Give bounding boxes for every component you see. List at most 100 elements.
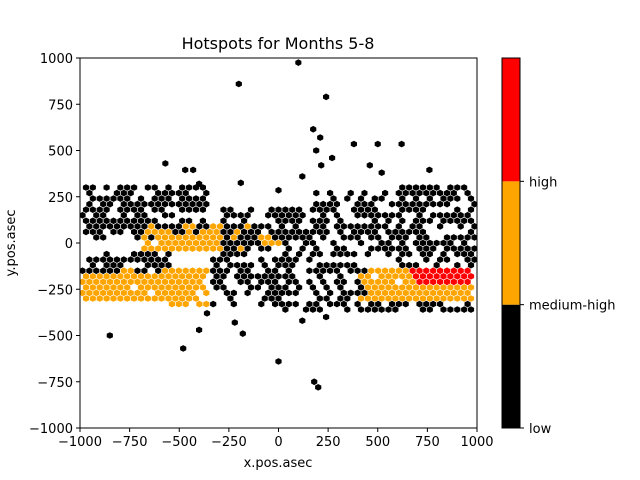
hexbin-low — [289, 228, 296, 236]
hexbin-medium-high — [406, 295, 413, 302]
hexbin-low — [368, 200, 375, 208]
hexbin-medium-high — [196, 278, 203, 286]
hexbin-low — [282, 306, 289, 313]
hexbin-low — [155, 223, 162, 230]
hexbin-low — [447, 306, 454, 313]
hexbin-low — [374, 140, 381, 148]
hexbin-low — [203, 310, 211, 317]
hexbin-medium-high — [395, 267, 402, 275]
hexbin-medium-high — [80, 278, 86, 286]
hexbin-medium-high — [409, 289, 416, 297]
hexbin-low — [443, 234, 451, 241]
hexbin-medium-high — [168, 267, 175, 275]
hexbin-low — [80, 267, 86, 275]
hexbin-medium-high — [100, 278, 107, 286]
hexbin-low — [282, 250, 289, 258]
hexbin-low — [327, 300, 334, 308]
hexbin-low — [351, 228, 358, 236]
hexbin-low — [131, 184, 138, 191]
hexbin-low — [196, 200, 203, 208]
colorbar-segment-medium-high — [502, 181, 520, 305]
hexbin-low — [244, 245, 251, 252]
hexbin-medium-high — [196, 234, 203, 241]
hexbin-low — [237, 179, 244, 187]
hexbin-low — [237, 223, 244, 230]
hexbin-low — [217, 267, 224, 275]
hexbin-high — [464, 267, 471, 275]
hexbin-low — [117, 228, 124, 236]
hexbin-low — [299, 173, 306, 180]
hexbin-low — [124, 206, 131, 213]
hexbin-low — [467, 261, 475, 269]
hexbin-low — [103, 217, 110, 225]
hexbin-medium-high — [447, 284, 454, 291]
hexbin-low — [89, 217, 96, 225]
hexbin-low — [340, 223, 347, 230]
hexbin-medium-high — [192, 273, 200, 280]
hexbin-medium-high — [86, 289, 93, 297]
hexbin-medium-high — [406, 284, 413, 291]
hexbin-low — [282, 239, 289, 247]
hexbin-low — [426, 166, 433, 174]
hexbin-medium-high — [144, 284, 151, 291]
hexbin-low — [347, 189, 354, 197]
hexbin-low — [316, 250, 323, 258]
hexbin-medium-high — [106, 278, 114, 286]
hexbin-low — [364, 228, 371, 236]
hexbin-medium-high — [375, 267, 382, 275]
hexbin-medium-high — [93, 278, 100, 286]
hexbin-low — [217, 256, 224, 263]
hexbin-low — [426, 239, 433, 247]
hexbin-low — [192, 228, 200, 236]
hexbin-low — [402, 234, 409, 241]
hexbin-low — [220, 239, 227, 247]
hexbin-low — [89, 195, 96, 202]
hexbin-low — [440, 306, 447, 313]
hexbin-low — [282, 284, 289, 291]
y-tick-label: −1000 — [29, 422, 73, 437]
hexbin-low — [313, 289, 320, 297]
hexbin-low — [213, 261, 220, 269]
hexbin-medium-high — [409, 278, 416, 286]
hexbin-low — [419, 184, 426, 191]
hexbin-low — [378, 306, 385, 313]
hexbin-high — [457, 267, 464, 275]
hexbin-low — [131, 217, 138, 225]
hexbin-low — [333, 300, 340, 308]
hexbin-low — [385, 306, 392, 313]
hexbin-medium-high — [378, 295, 385, 302]
hexbin-low — [385, 217, 392, 225]
hexbin-low — [89, 184, 96, 191]
hexbin-low — [337, 228, 344, 236]
hexbin-low — [110, 217, 117, 225]
hexbin-low — [223, 289, 230, 297]
hexbin-low — [223, 267, 230, 275]
hexbin-medium-high — [189, 245, 196, 252]
hexbin-low — [230, 211, 237, 219]
hexbin-low — [302, 239, 310, 247]
hexbin-medium-high — [168, 278, 175, 286]
hexbin-low — [315, 384, 322, 391]
hexbin-low — [344, 295, 351, 302]
hexbin-low — [89, 261, 96, 269]
hexbin-low — [351, 261, 358, 269]
hexbin-low — [306, 256, 313, 263]
hexbin-medium-high — [237, 245, 244, 252]
hexbin-low — [282, 217, 289, 225]
hexbin-low — [447, 217, 454, 225]
hexbin-low — [179, 228, 186, 236]
hexbin-low — [96, 206, 103, 213]
hexbin-medium-high — [137, 284, 145, 291]
hexbin-low — [320, 234, 327, 241]
hexbin-medium-high — [426, 295, 433, 302]
hexbin-low — [93, 211, 100, 219]
hexbin-low — [350, 140, 357, 148]
hexbin-low — [437, 211, 444, 219]
hexbin-low — [237, 211, 244, 219]
hexbin-low — [120, 189, 127, 197]
hexbin-low — [155, 189, 162, 197]
hexbin-low — [278, 223, 285, 230]
hexbin-low — [179, 206, 186, 213]
hexbin-low — [258, 300, 265, 308]
hexbin-low — [416, 211, 423, 219]
